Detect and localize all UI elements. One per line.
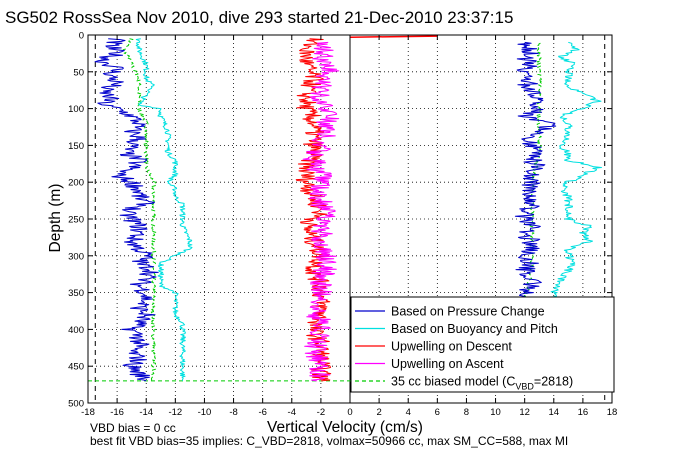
x-axis-ticks: -18 -16 -14 -12 -10 -8 -6 -4 -2 0 2 4 6 8 10 12 14 16 18 [81, 35, 617, 418]
x-tick-label: 4 [406, 407, 411, 418]
x-tick-label: -10 [198, 407, 212, 418]
bias-note: VBD bias = 0 cc [90, 421, 176, 435]
x-axis-label: Vertical Velocity (cm/s) [267, 419, 423, 436]
x-tick-label: 16 [578, 407, 589, 418]
y-tick-label: 300 [68, 251, 84, 262]
x-tick-label: 12 [519, 407, 530, 418]
fit-note: best fit VBD bias=35 implies: C_VBD=2818… [90, 434, 568, 448]
x-tick-label: -14 [139, 407, 153, 418]
x-tick-label: 14 [548, 407, 559, 418]
x-tick-label: -18 [81, 407, 95, 418]
y-axis-label: Depth (m) [47, 184, 64, 253]
y-tick-label: 150 [68, 141, 84, 152]
y-tick-label: 400 [68, 325, 84, 336]
x-tick-label: -6 [258, 407, 266, 418]
x-tick-label: 0 [347, 407, 352, 418]
chart-title: SG502 RossSea Nov 2010, dive 293 started… [5, 8, 513, 27]
series-upwelling-ascent [302, 41, 340, 382]
y-tick-label: 200 [68, 178, 84, 189]
legend-label: Based on Buoyancy and Pitch [391, 322, 558, 336]
x-tick-label: -4 [288, 407, 296, 418]
series-model-descent [122, 38, 157, 382]
y-tick-label: 450 [68, 362, 84, 373]
y-axis-ticks: 0 50 100 150 200 250 300 350 400 450 500 [68, 31, 612, 410]
x-tick-label: -12 [168, 407, 182, 418]
legend-suffix: =2818) [534, 375, 573, 389]
series-buoyancy-descent [135, 38, 193, 382]
x-tick-label: -2 [317, 407, 325, 418]
x-tick-label: 10 [490, 407, 501, 418]
x-tick-label: 18 [607, 407, 618, 418]
legend-label: Upwelling on Ascent [391, 357, 504, 371]
legend-subscript: VBD [515, 382, 534, 392]
y-tick-label: 500 [68, 399, 84, 410]
y-tick-label: 50 [73, 67, 84, 78]
y-tick-label: 100 [68, 104, 84, 115]
legend-box [350, 296, 615, 393]
x-tick-label: 6 [435, 407, 440, 418]
legend-label: Based on Pressure Change [391, 305, 545, 319]
x-tick-label: -8 [229, 407, 237, 418]
x-tick-label: 2 [376, 407, 381, 418]
x-tick-label: 8 [464, 407, 469, 418]
legend-label: Upwelling on Descent [391, 340, 512, 354]
y-tick-label: 0 [79, 31, 84, 42]
y-tick-label: 250 [68, 215, 84, 226]
legend: Based on Pressure Change Based on Buoyanc… [350, 296, 615, 393]
x-tick-label: -16 [110, 407, 124, 418]
series-pressure-descent [94, 38, 159, 382]
y-tick-label: 350 [68, 288, 84, 299]
surface-velocity-spike [349, 35, 438, 38]
